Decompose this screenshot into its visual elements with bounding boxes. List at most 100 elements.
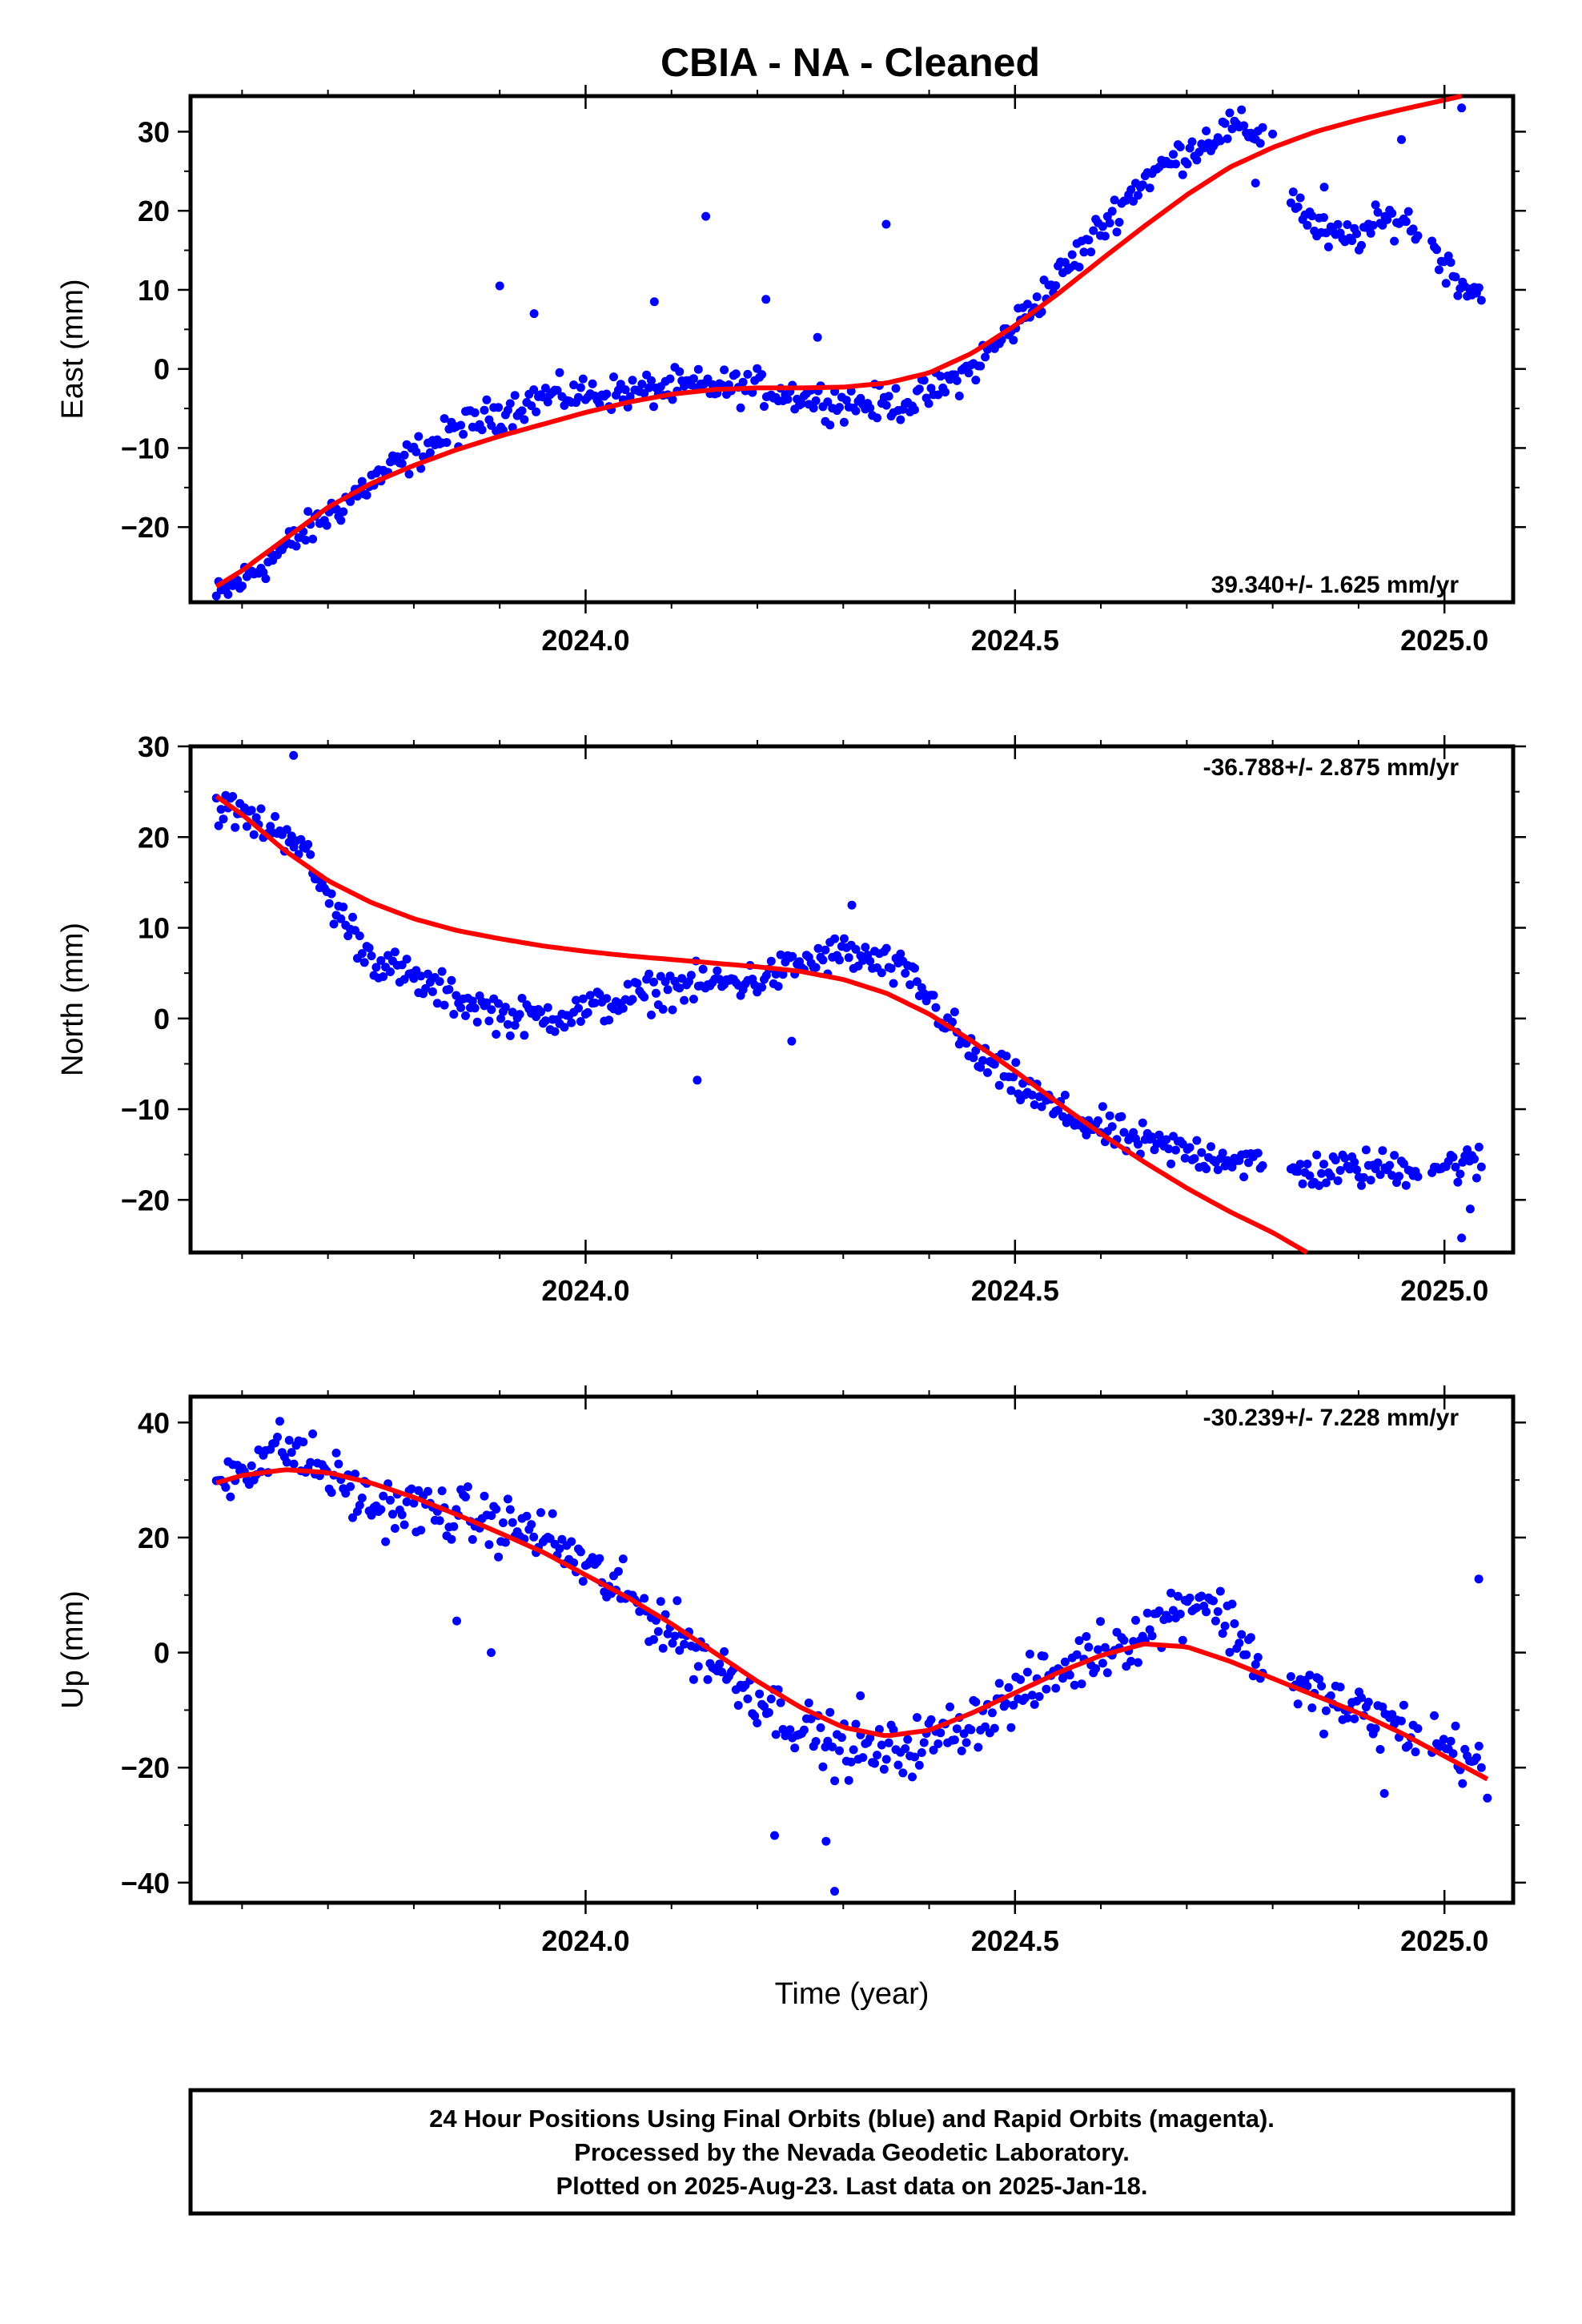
data-point	[1375, 1745, 1385, 1754]
data-point-outlier	[649, 297, 659, 307]
north-rate-label: -36.788+/- 2.875 mm/yr	[1203, 754, 1460, 781]
data-point	[640, 1594, 649, 1603]
data-point	[1209, 1596, 1218, 1606]
data-point	[818, 955, 828, 965]
data-point	[1037, 1102, 1046, 1112]
data-point	[715, 1659, 725, 1669]
data-point	[903, 1735, 913, 1744]
data-point	[1074, 1636, 1084, 1646]
data-point	[1472, 1753, 1481, 1763]
data-point	[962, 1738, 971, 1747]
data-point	[1335, 1683, 1345, 1692]
data-point	[407, 1484, 416, 1494]
x-tick-label: 2025.0	[1400, 1924, 1488, 1957]
data-point	[1321, 228, 1331, 238]
data-point	[1060, 1091, 1070, 1100]
data-point	[1451, 1162, 1460, 1172]
data-point	[1303, 220, 1312, 230]
data-point	[1253, 1653, 1263, 1662]
data-point-outlier	[1457, 103, 1467, 113]
data-point	[1413, 231, 1423, 240]
data-point	[339, 507, 348, 517]
data-point	[540, 384, 550, 393]
y-tick-label: 0	[154, 353, 170, 386]
data-point	[936, 1728, 946, 1738]
data-point	[628, 376, 637, 385]
data-point	[574, 1003, 583, 1013]
data-point	[376, 1505, 386, 1514]
data-point	[1411, 1747, 1420, 1757]
data-point	[540, 1016, 550, 1026]
data-point	[602, 994, 612, 1003]
data-point	[1197, 1148, 1207, 1157]
data-point	[1323, 242, 1333, 251]
data-point	[1319, 1729, 1328, 1739]
data-point	[790, 1743, 800, 1753]
data-point	[1352, 229, 1362, 239]
data-point	[496, 1014, 506, 1023]
data-point	[830, 934, 840, 943]
data-point	[1463, 1145, 1472, 1155]
data-point	[1470, 1154, 1479, 1164]
data-point	[1004, 1683, 1014, 1692]
data-point	[346, 1482, 355, 1491]
data-point	[948, 1017, 957, 1027]
data-point	[550, 1027, 560, 1036]
east-plot-frame	[188, 94, 1516, 605]
data-point	[510, 1020, 520, 1030]
data-point	[604, 1015, 614, 1025]
data-point-outlier	[813, 332, 822, 342]
data-point	[668, 1005, 677, 1015]
data-point	[941, 388, 950, 397]
data-point	[1258, 123, 1267, 132]
data-point	[1025, 1650, 1034, 1659]
data-point	[494, 999, 504, 1008]
data-point	[873, 1751, 881, 1760]
data-point-outlier	[693, 1076, 702, 1085]
data-point	[289, 1459, 299, 1469]
data-point	[773, 982, 783, 991]
data-point	[926, 1715, 936, 1724]
data-point	[432, 999, 442, 1008]
data-point	[1134, 191, 1142, 200]
data-point	[437, 1486, 447, 1496]
data-point	[492, 1030, 501, 1039]
data-point	[680, 1639, 689, 1649]
data-point	[799, 1725, 809, 1735]
data-point	[1476, 1162, 1486, 1172]
data-point	[275, 1417, 284, 1426]
data-point	[776, 1698, 785, 1707]
data-point	[1107, 207, 1117, 216]
data-point	[828, 1742, 837, 1751]
data-point	[500, 1003, 510, 1012]
data-point	[296, 834, 306, 844]
data-point	[247, 806, 256, 815]
data-point	[1343, 1713, 1352, 1723]
data-point	[1021, 1693, 1030, 1703]
data-point	[771, 1730, 781, 1739]
data-point-outlier	[495, 281, 504, 291]
data-point-outlier	[1062, 1118, 1071, 1128]
data-point	[1373, 207, 1383, 217]
data-point	[468, 996, 477, 1006]
data-point	[1366, 228, 1375, 238]
data-point	[994, 1679, 1004, 1688]
data-point	[303, 839, 313, 849]
data-point	[522, 1511, 532, 1521]
data-point	[811, 1737, 821, 1746]
data-point	[898, 1768, 908, 1778]
data-point	[482, 998, 492, 1007]
data-point	[825, 420, 835, 430]
data-point	[1009, 336, 1018, 345]
data-point	[1456, 1169, 1465, 1179]
data-point	[1333, 1176, 1343, 1185]
data-point	[1129, 1637, 1138, 1647]
data-point	[1058, 1674, 1067, 1683]
data-point	[1413, 1172, 1423, 1181]
data-point	[435, 1516, 444, 1526]
data-point	[1218, 1148, 1227, 1158]
data-point	[555, 368, 564, 377]
data-point	[1448, 1152, 1458, 1162]
data-point	[874, 1725, 884, 1734]
data-point-outlier	[1319, 183, 1329, 192]
